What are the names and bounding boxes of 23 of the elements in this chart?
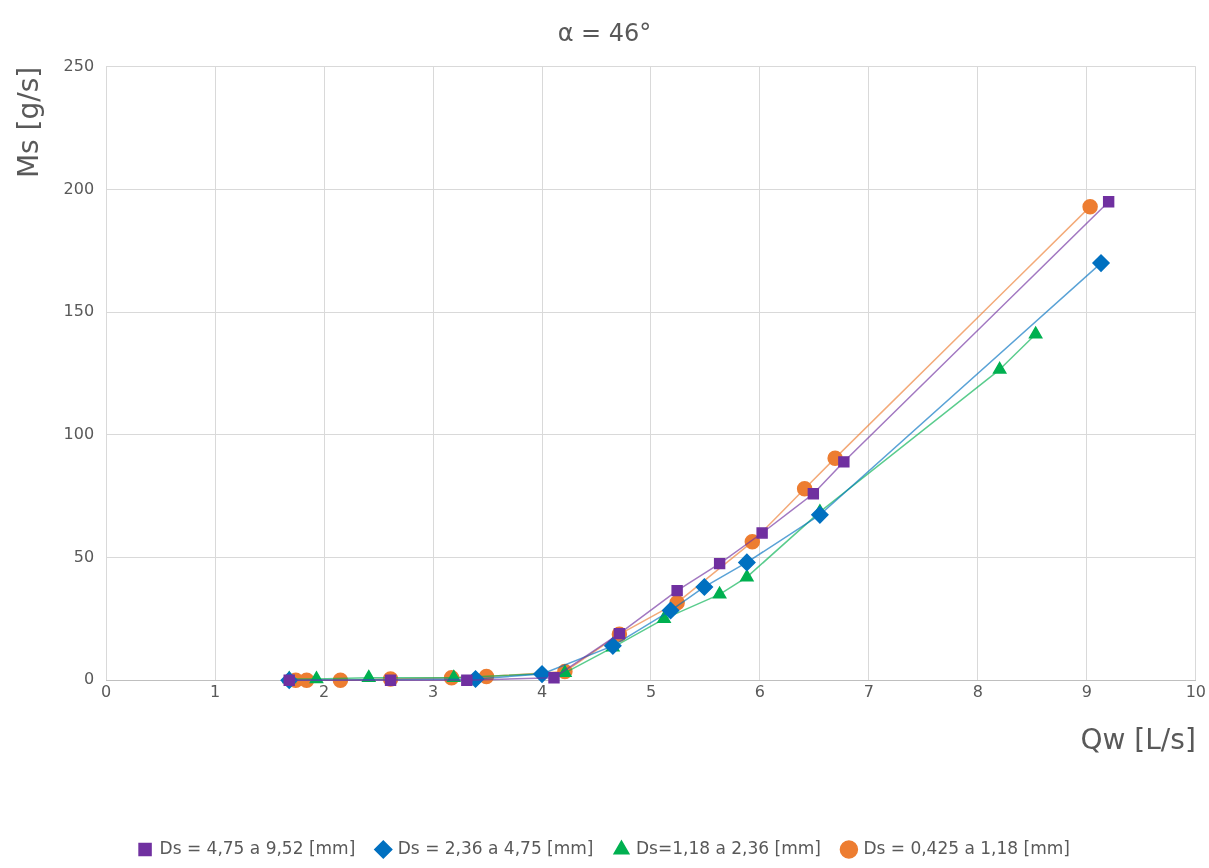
x-tick-label: 10 (1185, 681, 1206, 701)
y-axis-title: Ms [g/s] (12, 66, 46, 179)
y-tick-label: 100 (63, 424, 95, 443)
chart-title: α = 46° (557, 18, 652, 47)
legend-label: Ds = 4,75 a 9,52 [mm] (159, 837, 356, 858)
x-tick-label: 0 (101, 681, 112, 701)
x-tick-label: 4 (536, 681, 548, 701)
x-tick-label: 9 (1081, 681, 1092, 701)
x-tick-label: 7 (863, 681, 875, 701)
legend-label: Ds = 0,425 a 1,18 [mm] (863, 837, 1070, 858)
x-tick-label: 2 (318, 681, 330, 701)
x-axis-title: Qw [L/s] (1080, 723, 1196, 757)
y-tick-label: 250 (63, 55, 95, 75)
y-tick-label: 200 (63, 178, 95, 198)
x-tick-label: 3 (427, 681, 439, 701)
legend-label: Ds = 2,36 a 4,75 [mm] (397, 837, 594, 858)
y-tick-label: 50 (73, 546, 95, 566)
y-tick-label: 150 (63, 301, 95, 321)
x-tick-label: 5 (645, 681, 657, 701)
x-tick-label: 6 (754, 681, 766, 701)
x-tick-label: 8 (972, 681, 983, 701)
legend-label: Ds=1,18 a 2,36 [mm] (636, 837, 821, 858)
x-tick-label: 1 (210, 681, 221, 701)
